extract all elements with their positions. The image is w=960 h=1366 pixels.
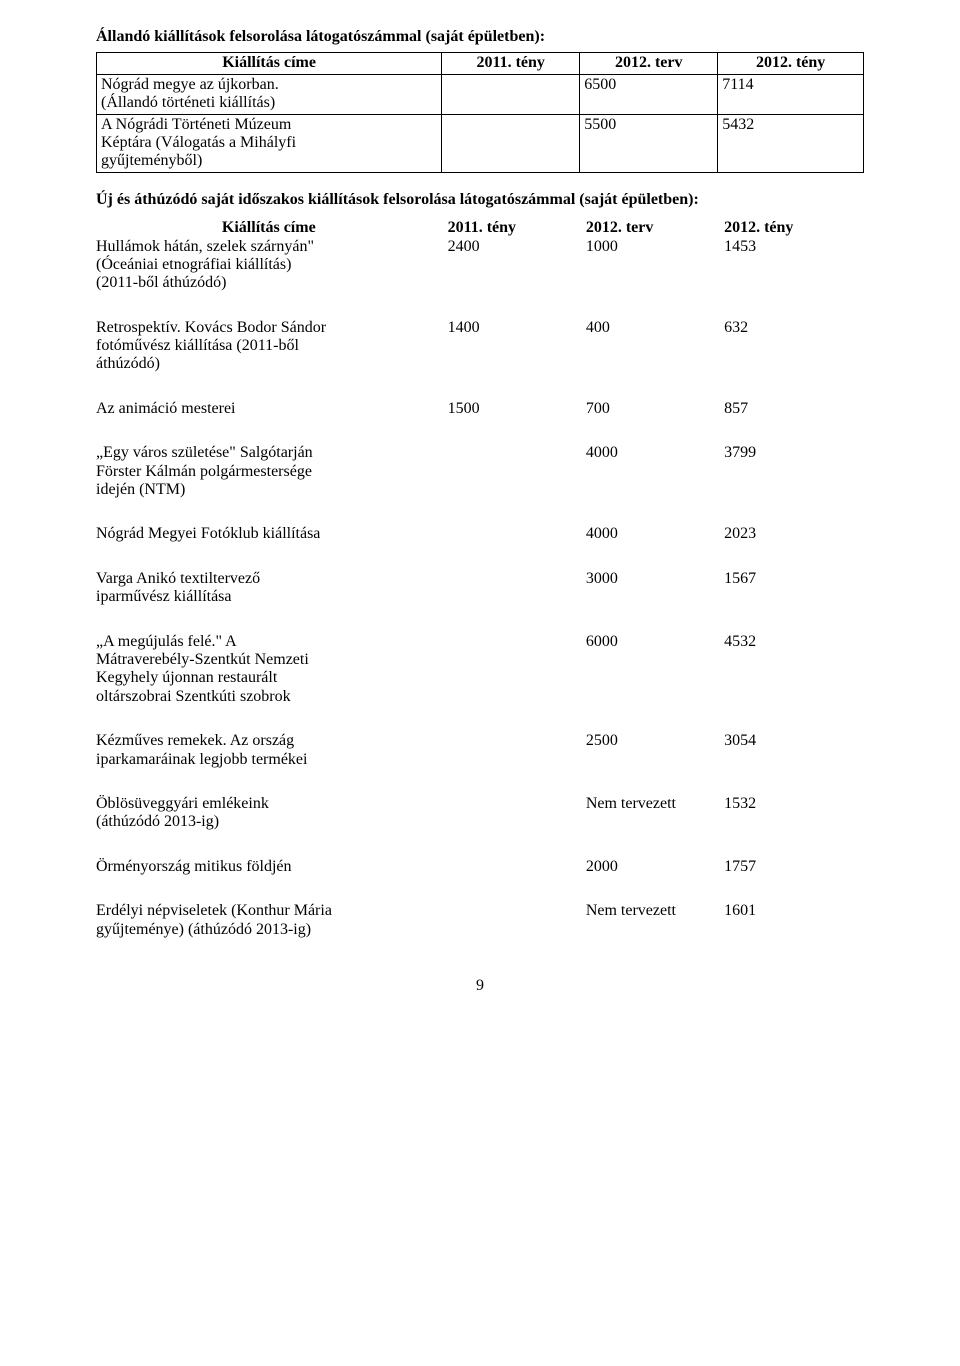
row-title: Öblösüveggyári emlékeink(áthúzódó 2013-i… (96, 795, 448, 832)
section2-row: Az animáció mesterei 1500 700 857 (96, 400, 864, 418)
row-b: 4000 (586, 444, 724, 462)
section2-row: Varga Anikó textiltervezőiparművész kiál… (96, 570, 864, 607)
row-title: Nógrád megye az újkorban.(Állandó történ… (97, 74, 442, 114)
row-c: 632 (724, 319, 870, 337)
row-c: 1532 (724, 795, 870, 813)
col-a-header: 2011. tény (448, 219, 586, 237)
section2-row: „Egy város születése" SalgótarjánFörster… (96, 444, 864, 499)
row-b: 3000 (586, 570, 724, 588)
row-b: 2000 (586, 858, 724, 876)
row-c: 1567 (724, 570, 870, 588)
row-b: 700 (586, 400, 724, 418)
section1-header-row: Kiállítás címe 2011. tény 2012. terv 201… (97, 53, 864, 74)
col-a-header: 2011. tény (442, 53, 580, 74)
section1-table: Kiállítás címe 2011. tény 2012. terv 201… (96, 52, 864, 172)
row-title: Erdélyi népviseletek (Konthur Máriagyűjt… (96, 902, 448, 939)
row-title: Varga Anikó textiltervezőiparművész kiál… (96, 570, 448, 607)
row-title: A Nógrádi Történeti MúzeumKéptára (Válog… (97, 114, 442, 172)
row-b: 6000 (586, 633, 724, 651)
section1-row: Nógrád megye az újkorban.(Állandó történ… (97, 74, 864, 114)
row-b: 1000 (586, 238, 724, 256)
row-c: 857 (724, 400, 870, 418)
col-c-header: 2012. tény (724, 219, 870, 237)
col-c-header: 2012. tény (718, 53, 864, 74)
row-c: 5432 (718, 114, 864, 172)
row-title: „A megújulás felé." AMátraverebély-Szent… (96, 633, 448, 707)
section2-row: Retrospektív. Kovács Bodor Sándorfotóműv… (96, 319, 864, 374)
row-c: 1757 (724, 858, 870, 876)
row-title: Az animáció mesterei (96, 400, 448, 418)
row-b: 2500 (586, 732, 724, 750)
row-c: 1453 (724, 238, 870, 256)
page-number: 9 (96, 977, 864, 995)
col-title-header: Kiállítás címe (96, 219, 448, 237)
row-title: Örményország mitikus földjén (96, 858, 448, 876)
row-c: 1601 (724, 902, 870, 920)
section2-row: Öblösüveggyári emlékeink(áthúzódó 2013-i… (96, 795, 864, 832)
col-title-header: Kiállítás címe (97, 53, 442, 74)
section2-row: Erdélyi népviseletek (Konthur Máriagyűjt… (96, 902, 864, 939)
section2-row: Kézműves remekek. Az országiparkamaráina… (96, 732, 864, 769)
row-b: Nem tervezett (586, 795, 724, 813)
section2-row: Nógrád Megyei Fotóklub kiállítása 4000 2… (96, 525, 864, 543)
row-title: „Egy város születése" SalgótarjánFörster… (96, 444, 448, 499)
row-c: 7114 (718, 74, 864, 114)
section2-header-row: Kiállítás címe 2011. tény 2012. terv 201… (96, 219, 864, 237)
section2-row: Örményország mitikus földjén 2000 1757 (96, 858, 864, 876)
col-b-header: 2012. terv (586, 219, 724, 237)
row-a: 1400 (448, 319, 586, 337)
row-title: Nógrád Megyei Fotóklub kiállítása (96, 525, 448, 543)
col-b-header: 2012. terv (580, 53, 718, 74)
row-c: 2023 (724, 525, 870, 543)
row-title: Hullámok hátán, szelek szárnyán"(Óceánia… (96, 238, 448, 293)
section1-row: A Nógrádi Történeti MúzeumKéptára (Válog… (97, 114, 864, 172)
row-c: 4532 (724, 633, 870, 651)
row-a (442, 114, 580, 172)
row-a: 1500 (448, 400, 586, 418)
row-a (442, 74, 580, 114)
row-b: Nem tervezett (586, 902, 724, 920)
row-a: 2400 (448, 238, 586, 256)
row-b: 4000 (586, 525, 724, 543)
section2-row: Hullámok hátán, szelek szárnyán"(Óceánia… (96, 238, 864, 293)
row-title: Retrospektív. Kovács Bodor Sándorfotóműv… (96, 319, 448, 374)
row-c: 3799 (724, 444, 870, 462)
row-c: 3054 (724, 732, 870, 750)
section1-heading: Állandó kiállítások felsorolása látogató… (96, 28, 864, 46)
row-b: 6500 (580, 74, 718, 114)
row-b: 400 (586, 319, 724, 337)
row-b: 5500 (580, 114, 718, 172)
section2-heading: Új és áthúzódó saját időszakos kiállítás… (96, 191, 864, 209)
section2-row: „A megújulás felé." AMátraverebély-Szent… (96, 633, 864, 707)
row-title: Kézműves remekek. Az országiparkamaráina… (96, 732, 448, 769)
